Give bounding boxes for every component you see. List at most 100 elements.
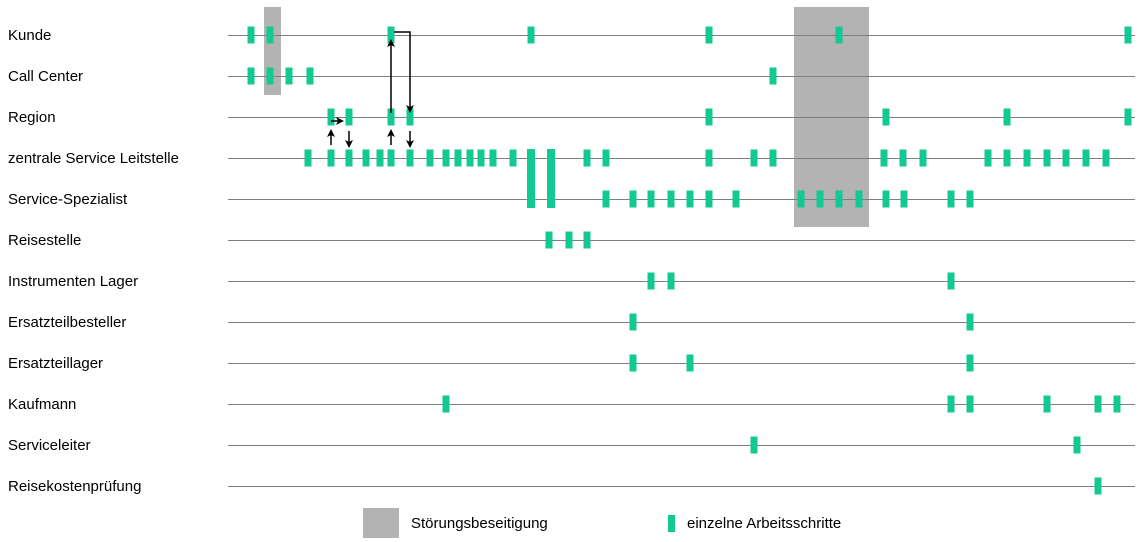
lane-label: zentrale Service Leitstelle xyxy=(8,150,179,167)
lane-label: Ersatzteilbesteller xyxy=(8,314,126,331)
work-step-marker xyxy=(583,231,591,249)
work-step-marker xyxy=(966,354,974,372)
work-step-marker xyxy=(477,149,485,167)
work-step-marker xyxy=(797,190,805,208)
work-step-marker xyxy=(667,272,675,290)
work-step-marker xyxy=(1003,149,1011,167)
work-step-marker xyxy=(1023,149,1031,167)
work-step-marker xyxy=(882,108,890,126)
legend-disturbance-swatch xyxy=(363,508,399,538)
work-step-marker xyxy=(750,149,758,167)
work-step-marker xyxy=(1073,436,1081,454)
work-step-marker xyxy=(306,67,314,85)
work-step-marker xyxy=(327,149,335,167)
work-step-marker xyxy=(285,67,293,85)
work-step-marker xyxy=(947,272,955,290)
work-step-marker xyxy=(466,149,474,167)
work-step-marker xyxy=(1043,149,1051,167)
work-step-marker xyxy=(545,231,553,249)
work-step-marker xyxy=(583,149,591,167)
work-step-marker xyxy=(376,149,384,167)
work-step-marker xyxy=(899,149,907,167)
work-step-marker xyxy=(266,67,274,85)
work-step-marker xyxy=(686,354,694,372)
work-step-marker xyxy=(966,395,974,413)
work-step-marker-tall xyxy=(547,149,555,208)
legend-step: einzelne Arbeitsschritte xyxy=(668,508,841,538)
lane-label: Instrumenten Lager xyxy=(8,273,138,290)
work-step-marker xyxy=(247,67,255,85)
work-step-marker xyxy=(387,26,395,44)
work-step-marker xyxy=(705,108,713,126)
work-step-marker xyxy=(880,149,888,167)
work-step-marker xyxy=(647,272,655,290)
work-step-marker xyxy=(1094,395,1102,413)
work-step-marker xyxy=(835,190,843,208)
work-step-marker xyxy=(629,313,637,331)
work-step-marker xyxy=(1062,149,1070,167)
work-step-marker xyxy=(947,395,955,413)
lane-label: Region xyxy=(8,109,56,126)
lane-label: Call Center xyxy=(8,68,83,85)
work-step-marker xyxy=(387,108,395,126)
work-step-marker xyxy=(247,26,255,44)
work-step-marker xyxy=(1094,477,1102,495)
work-step-marker xyxy=(882,190,890,208)
work-step-marker xyxy=(647,190,655,208)
work-step-marker xyxy=(686,190,694,208)
work-step-marker xyxy=(426,149,434,167)
lane-label: Reisestelle xyxy=(8,232,81,249)
work-step-marker xyxy=(705,190,713,208)
legend-disturbance: Störungsbeseitigung xyxy=(363,508,548,538)
work-step-marker xyxy=(527,26,535,44)
work-step-marker xyxy=(1124,108,1132,126)
work-step-marker xyxy=(327,108,335,126)
work-step-marker xyxy=(855,190,863,208)
work-step-marker xyxy=(362,149,370,167)
work-step-marker xyxy=(266,26,274,44)
work-step-marker xyxy=(984,149,992,167)
work-step-marker xyxy=(769,67,777,85)
work-step-marker xyxy=(442,149,450,167)
lane-label: Service-Spezialist xyxy=(8,191,128,208)
work-step-marker xyxy=(1102,149,1110,167)
work-step-marker xyxy=(835,26,843,44)
work-step-marker xyxy=(769,149,777,167)
work-step-marker xyxy=(732,190,740,208)
lane-label: Kaufmann xyxy=(8,396,76,413)
work-step-marker xyxy=(629,190,637,208)
work-step-marker xyxy=(602,149,610,167)
work-step-marker xyxy=(705,149,713,167)
work-step-marker xyxy=(919,149,927,167)
work-step-marker-tall xyxy=(527,149,535,208)
legend-disturbance-label: Störungsbeseitigung xyxy=(411,514,548,532)
legend-step-label: einzelne Arbeitsschritte xyxy=(687,514,842,532)
work-step-marker xyxy=(345,149,353,167)
work-step-marker xyxy=(387,149,395,167)
lane-label: Kunde xyxy=(8,27,51,44)
work-step-marker xyxy=(406,149,414,167)
lane-label: Ersatzteillager xyxy=(8,355,103,372)
work-step-marker xyxy=(304,149,312,167)
work-step-marker xyxy=(1113,395,1121,413)
work-step-marker xyxy=(406,108,414,126)
work-step-marker xyxy=(966,313,974,331)
work-step-marker xyxy=(966,190,974,208)
work-step-marker xyxy=(1082,149,1090,167)
work-step-marker xyxy=(454,149,462,167)
work-step-marker xyxy=(1003,108,1011,126)
work-step-marker xyxy=(1043,395,1051,413)
work-step-marker xyxy=(565,231,573,249)
lane-label: Reisekostenprüfung xyxy=(8,478,141,495)
flow-arrow xyxy=(394,31,414,113)
work-step-marker xyxy=(667,190,675,208)
work-step-marker xyxy=(602,190,610,208)
work-step-marker xyxy=(900,190,908,208)
work-step-marker xyxy=(489,149,497,167)
legend-step-swatch xyxy=(668,514,675,532)
work-step-marker xyxy=(345,108,353,126)
work-step-marker xyxy=(705,26,713,44)
work-step-marker xyxy=(750,436,758,454)
work-step-marker xyxy=(442,395,450,413)
